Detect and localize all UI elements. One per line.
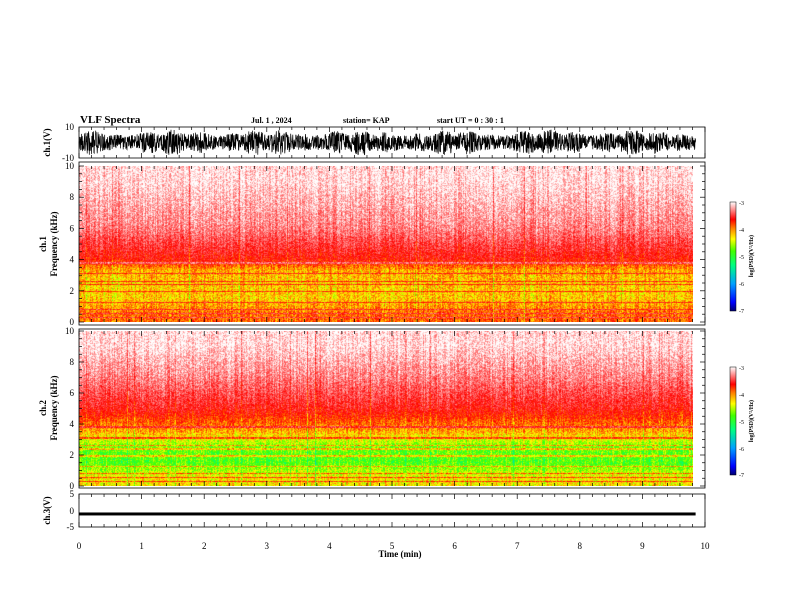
ch1-spectrogram-ylabel-line2: Frequency (kHz): [49, 211, 59, 276]
x-tick-label: 10: [701, 541, 711, 551]
colorbar-ch1-tick: -6: [739, 282, 744, 288]
waveform-ch3-ticks: [78, 494, 706, 527]
date-label: Jul. 1 , 2024: [251, 116, 292, 125]
waveform-ch1-line: [78, 129, 696, 156]
waveform-ch3-line: [79, 512, 696, 516]
colorbar-ch2: -3 -4 -5 -6 -7 log(PSD)(V²/Hz): [729, 366, 755, 479]
colorbar-ch1-tick: -7: [739, 309, 744, 315]
x-tick-label: 1: [139, 541, 144, 551]
x-tick-label: 8: [578, 541, 583, 551]
ch1-ytick-top: 10: [65, 122, 75, 132]
x-tick-label: 6: [452, 541, 457, 551]
colorbar-ch2-tick: -3: [739, 366, 744, 372]
waveform-ch1-ticks: [78, 127, 706, 158]
freq-tick-label: 2: [70, 450, 75, 460]
colorbar-ch1-label: log(PSD)(V²/Hz): [748, 235, 755, 277]
x-axis-tick-labels: 0 1 2 3 4 5 6 7 8 9 10: [77, 541, 710, 551]
x-tick-label: 5: [390, 541, 395, 551]
x-tick-label: 4: [327, 541, 332, 551]
colorbar-ch1-tick: -5: [739, 255, 744, 261]
freq-tick-label: 4: [70, 255, 75, 265]
x-tick-label: 2: [202, 541, 207, 551]
ch3-waveform-ylabel: ch.3(V): [42, 496, 52, 524]
freq-tick-label: 10: [65, 161, 75, 171]
freq-tick-label: 0: [70, 481, 75, 491]
spectrogram-ch1-panel: 0 2 4 6 8 10 ch.1 Frequency (kHz): [38, 161, 706, 327]
colorbar-ch1-gradient: [729, 201, 737, 312]
ch2-spectrogram-ylabel-line2: Frequency (kHz): [49, 375, 59, 440]
spectrogram-ch1-ticks: [78, 165, 706, 323]
spectrogram-ch1-frame: [78, 161, 706, 326]
ch1-waveform-ylabel: ch.1(V): [42, 128, 52, 156]
station-label: station= KAP: [343, 116, 390, 125]
start-time-label: start UT = 0 : 30 : 1: [437, 116, 504, 125]
colorbar-ch2-tick: -5: [739, 420, 744, 426]
colorbar-ch2-label: log(PSD)(V²/Hz): [748, 400, 755, 442]
spectrogram-ch2-image: [79, 331, 693, 486]
freq-tick-label: 0: [70, 317, 75, 327]
ch1-spectrogram-ylabel-line1: ch.1: [38, 236, 48, 252]
x-tick-label: 3: [265, 541, 270, 551]
spectrogram-ch1-ytick-labels: 0 2 4 6 8 10: [65, 161, 75, 327]
waveform-ch3-panel: 5 0 -5 ch.3(V): [42, 489, 706, 532]
ch3-ytick-bottom: -5: [67, 522, 75, 532]
spectrogram-ch2-ticks: [78, 330, 706, 487]
colorbar-ch2-tick: -7: [739, 473, 744, 479]
spectrogram-ch2-panel: 0 2 4 6 8 10 ch.2 Frequency (kHz): [38, 326, 706, 491]
freq-tick-label: 6: [70, 223, 75, 233]
freq-tick-label: 8: [70, 192, 75, 202]
colorbar-ch1-tick: -3: [739, 201, 744, 207]
colorbar-ch2-tick: -6: [739, 447, 744, 453]
freq-tick-label: 6: [70, 388, 75, 398]
colorbar-ch2-tick: -4: [739, 393, 744, 399]
colorbar-ch1-tick: -4: [739, 228, 744, 234]
x-tick-label: 9: [640, 541, 645, 551]
freq-tick-label: 4: [70, 419, 75, 429]
x-axis-label: Time (min): [378, 549, 421, 559]
ch3-ytick-mid: 0: [70, 506, 75, 516]
x-tick-label: 0: [77, 541, 82, 551]
colorbar-ch1: -3 -4 -5 -6 -7 log(PSD)(V²/Hz): [729, 201, 755, 315]
colorbar-ch2-gradient: [729, 366, 737, 476]
figure-title: VLF Spectra: [80, 114, 141, 126]
ch2-spectrogram-ylabel-line1: ch.2: [38, 400, 48, 416]
ch1-ytick-bottom: -10: [62, 153, 74, 163]
ch3-ytick-top: 5: [70, 489, 75, 499]
spectrogram-ch1-image: [79, 166, 693, 322]
x-tick-label: 7: [515, 541, 520, 551]
spectrogram-ch2-ytick-labels: 0 2 4 6 8 10: [65, 326, 75, 491]
waveform-ch1-panel: 10 -10 ch.1(V): [42, 122, 706, 163]
freq-tick-label: 2: [70, 286, 75, 296]
freq-tick-label: 10: [65, 326, 75, 336]
freq-tick-label: 8: [70, 357, 75, 367]
